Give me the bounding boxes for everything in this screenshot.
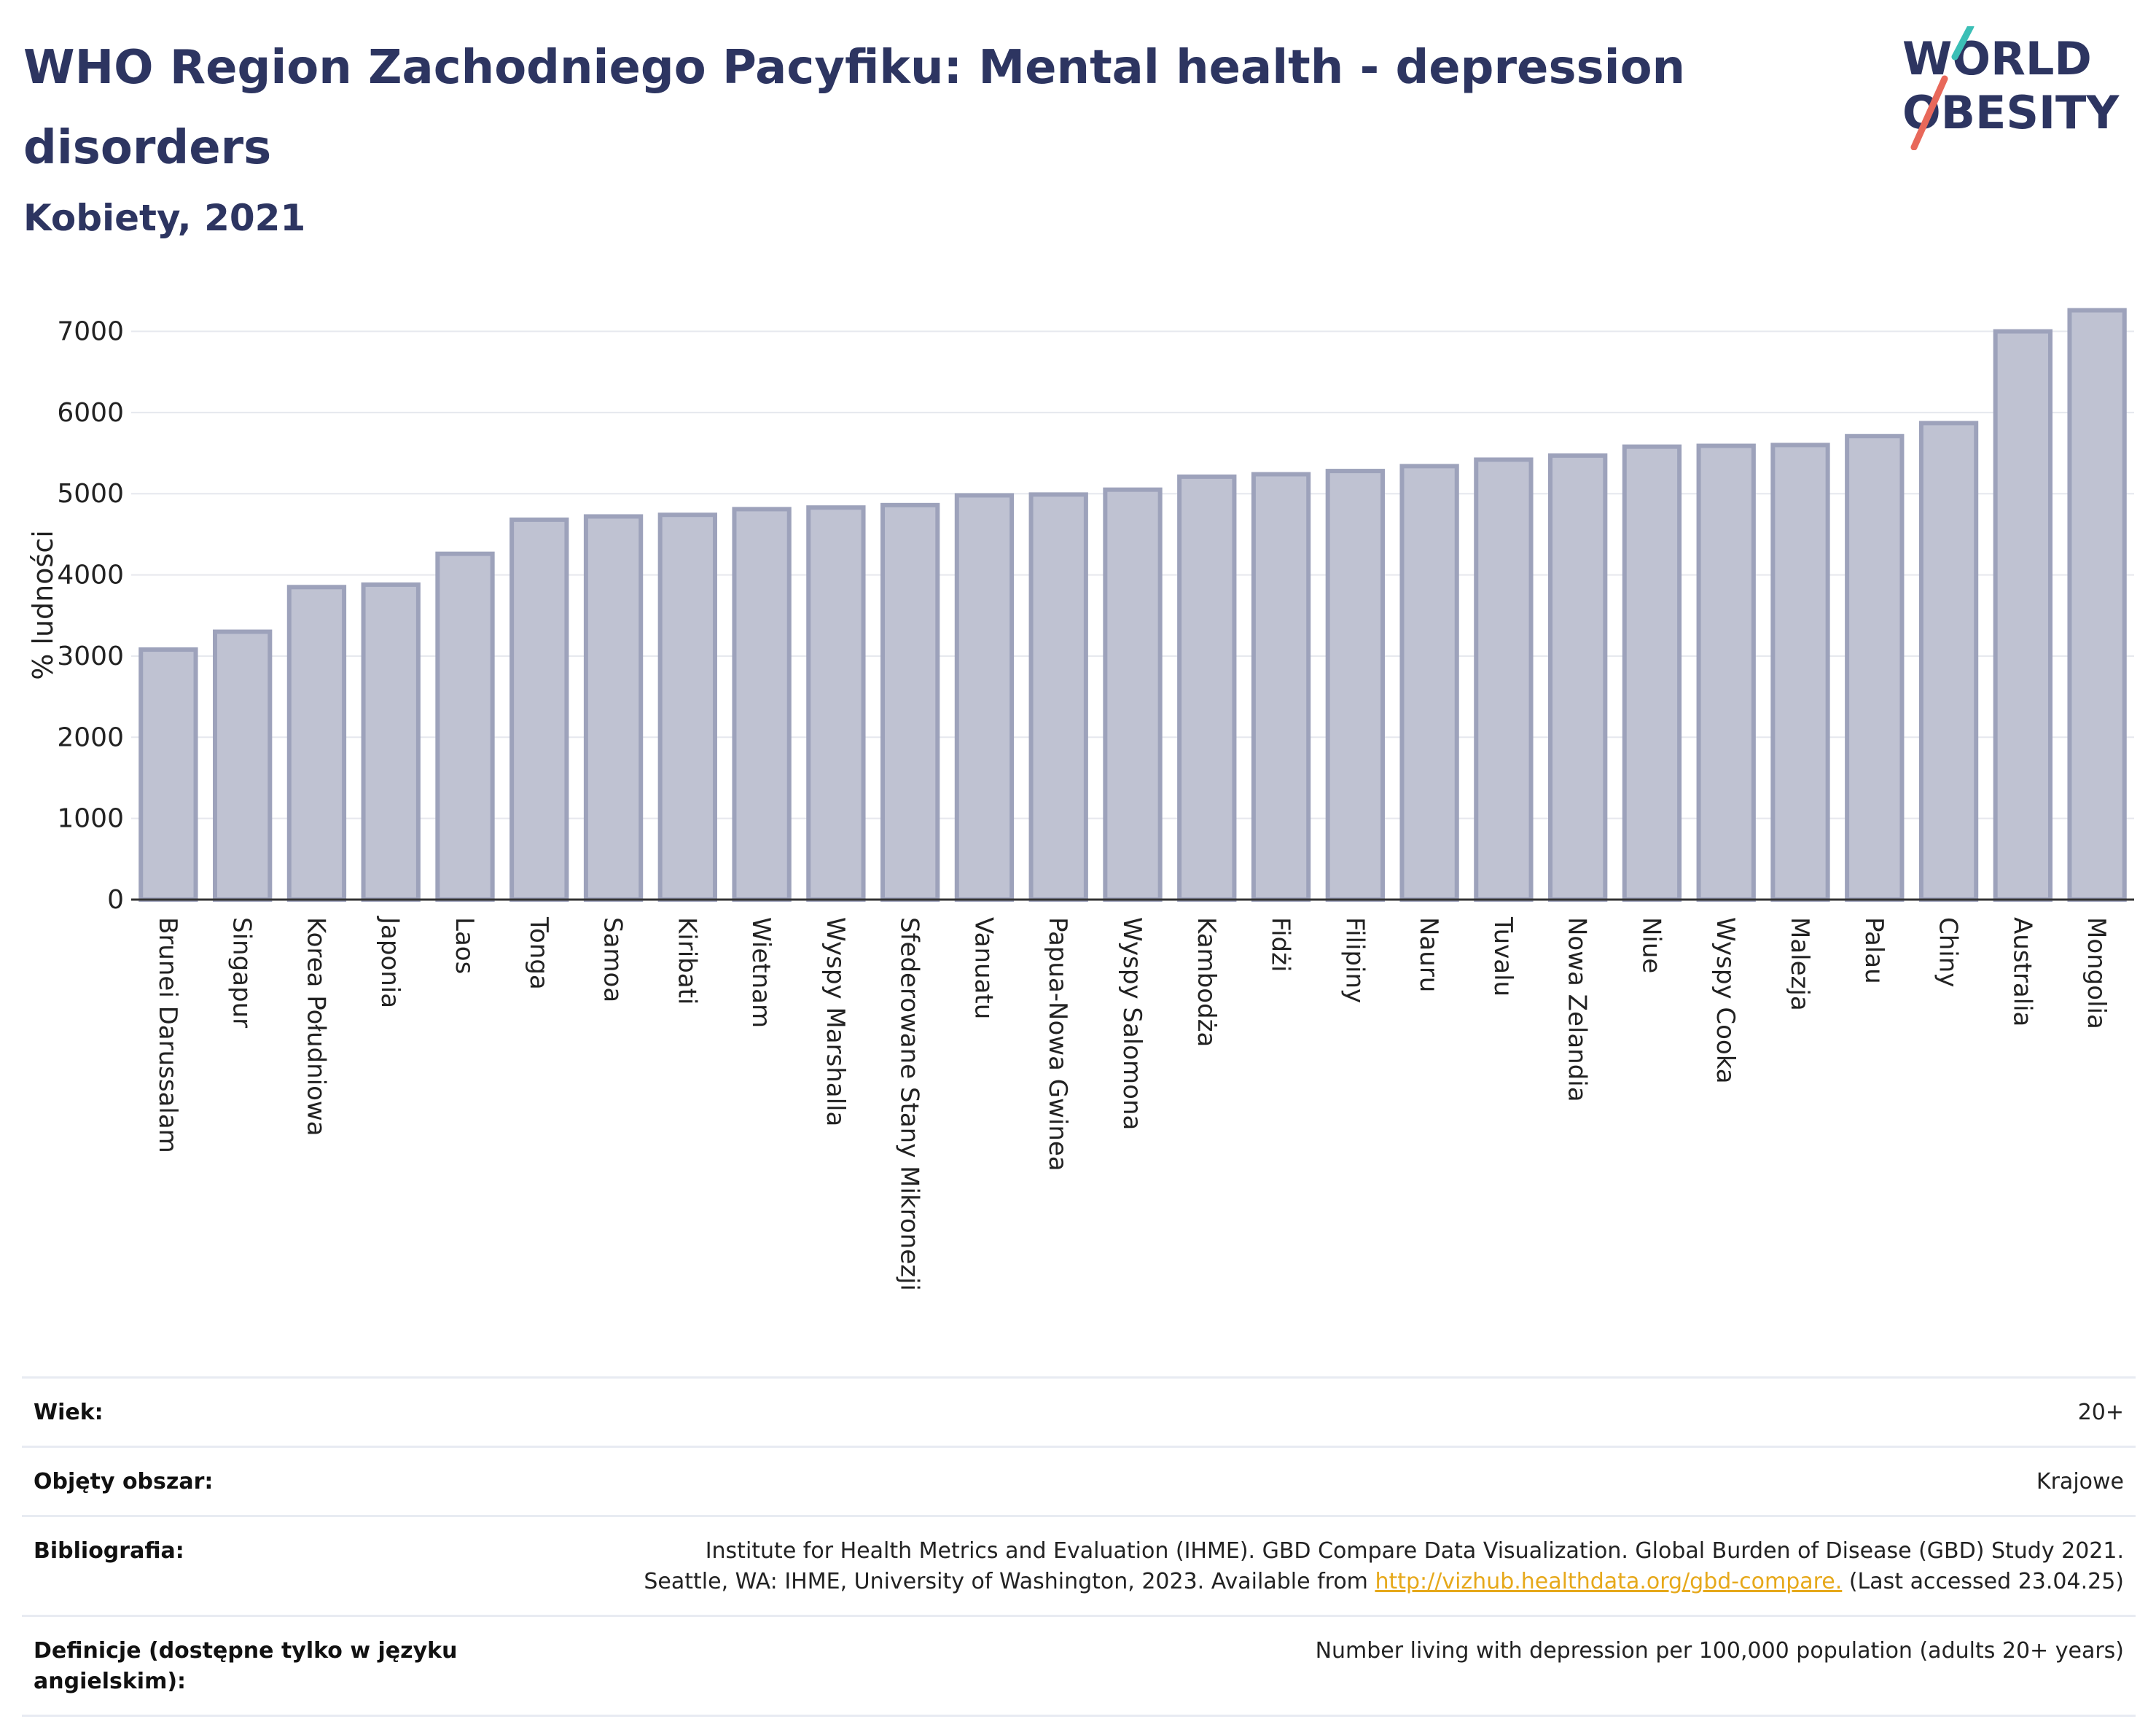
- x-tick-label: Wyspy Cooka: [1711, 917, 1740, 1084]
- bar-chart: 0 1000 2000 3000 4000 5000 6000 7000 Brunei Dar…: [0, 0, 2156, 1371]
- x-tick-label: Australia: [2007, 917, 2036, 1026]
- bar: [1105, 490, 1160, 900]
- y-tick-label: 3000: [57, 642, 124, 671]
- bar: [1847, 436, 1902, 900]
- bar: [215, 632, 270, 900]
- bar: [1402, 466, 1456, 900]
- x-tick-label: Papua-Nowa Gwinea: [1043, 917, 1072, 1172]
- bibliography-accessed: (Last accessed 23.04.25): [1842, 1569, 2124, 1594]
- x-tick-label: Wyspy Salomona: [1117, 917, 1147, 1130]
- x-tick-label: Laos: [450, 917, 479, 974]
- bibliography-line-2: Seattle, WA: IHME, University of Washing…: [644, 1569, 1375, 1594]
- meta-label-bibliography: Bibliografia:: [34, 1536, 500, 1567]
- x-tick-label: Palau: [1859, 917, 1889, 984]
- y-axis-title: % ludności: [27, 530, 59, 680]
- y-tick-label: 4000: [57, 561, 124, 590]
- bar: [1773, 445, 1827, 900]
- y-axis-ticks: 0 1000 2000 3000 4000 5000 6000 7000: [57, 317, 124, 915]
- x-tick-label: Malezja: [1785, 917, 1814, 1011]
- bar: [883, 505, 937, 900]
- y-tick-label: 7000: [57, 317, 124, 347]
- bar: [2069, 311, 2124, 900]
- meta-row-bibliography: Bibliografia: Institute for Health Metri…: [22, 1515, 2136, 1615]
- bar: [734, 509, 789, 900]
- bar: [512, 520, 566, 900]
- x-tick-label: Filipiny: [1340, 917, 1369, 1003]
- y-tick-label: 1000: [57, 804, 124, 834]
- meta-label-area: Objęty obszar:: [34, 1467, 500, 1497]
- bar: [586, 516, 641, 900]
- x-tick-label: Brunei Darussalam: [153, 917, 182, 1153]
- bar: [1254, 475, 1308, 900]
- meta-value-age: 20+: [2078, 1398, 2124, 1428]
- x-tick-label: Tonga: [524, 916, 553, 990]
- bar: [141, 650, 195, 900]
- x-tick-label: Sfederowane Stany Mikronezji: [895, 917, 924, 1291]
- bar: [1625, 447, 1679, 900]
- x-tick-label: Wyspy Marshalla: [821, 917, 850, 1126]
- bar: [1179, 477, 1234, 900]
- bar: [1328, 471, 1383, 900]
- bar: [437, 554, 492, 900]
- x-tick-label: Kiribati: [672, 917, 701, 1005]
- meta-label-definitions: Definicje (dostępne tylko w języku angie…: [34, 1636, 500, 1697]
- bars: [141, 311, 2125, 900]
- bar: [957, 495, 1012, 900]
- meta-value-area: Krajowe: [2036, 1467, 2124, 1497]
- bar: [1996, 332, 2050, 900]
- metadata-table: Wiek: 20+ Objęty obszar: Krajowe Bibliog…: [22, 1376, 2136, 1717]
- meta-row-age: Wiek: 20+: [22, 1376, 2136, 1446]
- x-tick-label: Nauru: [1414, 917, 1443, 992]
- bar: [1699, 446, 1754, 900]
- bar: [1476, 459, 1531, 900]
- x-tick-label: Fidżi: [1266, 917, 1295, 972]
- x-tick-label: Singapur: [227, 917, 257, 1028]
- x-tick-label: Wietnam: [746, 917, 776, 1028]
- x-tick-label: Kambodża: [1192, 917, 1221, 1047]
- x-tick-label: Nowa Zelandia: [1563, 917, 1592, 1102]
- x-axis-ticks: Brunei Darussalam Singapur Korea Południow…: [153, 916, 2111, 1291]
- bar: [1031, 494, 1086, 900]
- meta-row-area: Objęty obszar: Krajowe: [22, 1446, 2136, 1515]
- bar: [1921, 423, 1976, 900]
- y-tick-label: 0: [107, 885, 124, 915]
- x-tick-label: Korea Południowa: [301, 917, 330, 1137]
- gbd-compare-link[interactable]: http://vizhub.healthdata.org/gbd-compare…: [1375, 1569, 1842, 1594]
- y-tick-label: 6000: [57, 398, 124, 428]
- x-tick-label: Japonia: [375, 916, 405, 1008]
- bar: [364, 585, 418, 900]
- y-tick-label: 5000: [57, 479, 124, 509]
- x-tick-label: Tuvalu: [1488, 916, 1518, 997]
- x-tick-label: Vanuatu: [969, 917, 998, 1019]
- x-tick-label: Chiny: [1934, 917, 1963, 987]
- x-tick-label: Samoa: [598, 917, 628, 1002]
- meta-row-definitions: Definicje (dostępne tylko w języku angie…: [22, 1615, 2136, 1717]
- bar: [808, 507, 863, 900]
- meta-value-definitions: Number living with depression per 100,00…: [1316, 1636, 2124, 1667]
- x-tick-label: Niue: [1636, 917, 1665, 973]
- bar: [660, 515, 715, 900]
- bar: [1550, 456, 1605, 900]
- meta-value-bibliography: Institute for Health Metrics and Evaluat…: [644, 1536, 2124, 1597]
- y-tick-label: 2000: [57, 722, 124, 752]
- bar: [289, 587, 344, 900]
- x-tick-label: Mongolia: [2082, 917, 2111, 1029]
- meta-label-age: Wiek:: [34, 1398, 500, 1428]
- bibliography-line-1: Institute for Health Metrics and Evaluat…: [706, 1538, 2124, 1564]
